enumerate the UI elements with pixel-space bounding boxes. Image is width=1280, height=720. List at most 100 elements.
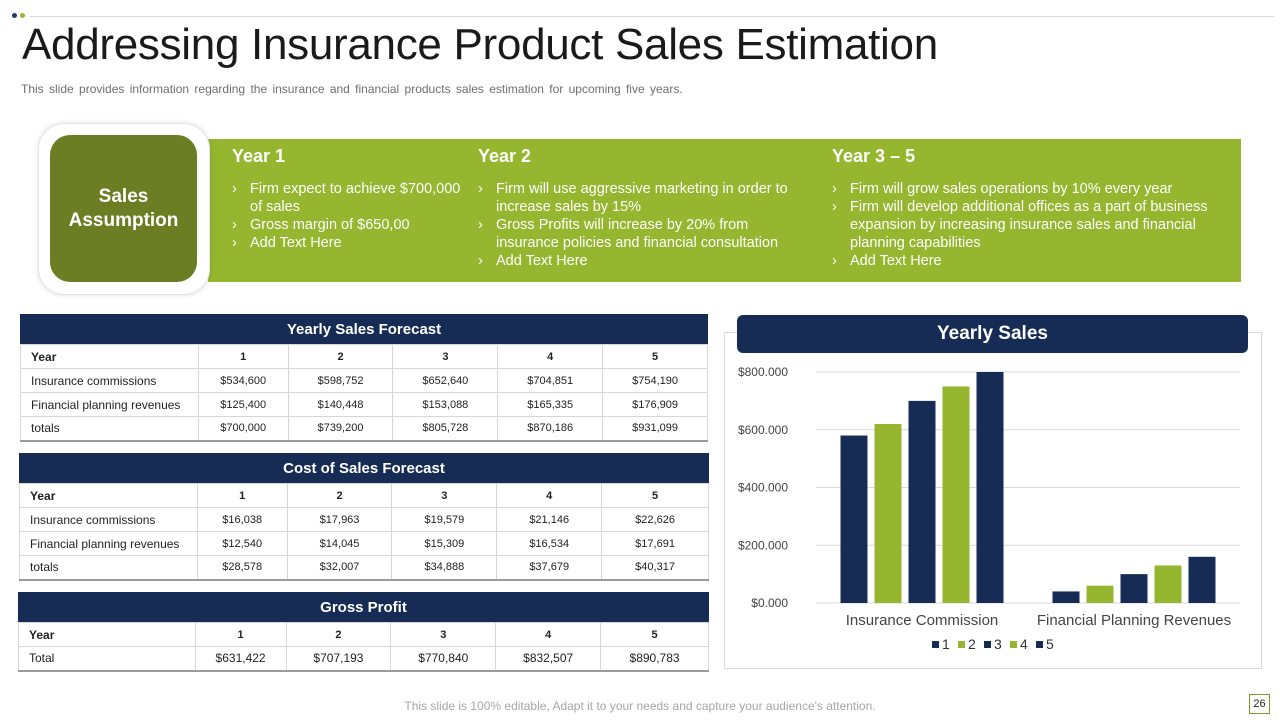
cost-of-sales-forecast-table: Year 1 2 3 4 5 Insurance commissions $16…: [19, 483, 709, 581]
table-header-row: Year 1 2 3 4 5: [18, 622, 709, 647]
table-cell: $17,963: [286, 507, 393, 532]
bar: [1154, 565, 1182, 603]
table-row: Insurance commissions $16,038 $17,963 $1…: [19, 507, 709, 532]
year-2-column: Year 2 Firm will use aggressive marketin…: [478, 146, 813, 270]
table-cell: 4: [496, 483, 603, 508]
year-1-item: Add Text Here: [232, 234, 462, 252]
table-cell: Financial planning revenues: [20, 392, 199, 417]
table-cell: $739,200: [287, 416, 394, 442]
table-cell: $14,045: [286, 531, 393, 556]
table-cell: $870,186: [497, 416, 604, 442]
dot-green: [20, 13, 25, 18]
chart-title: Yearly Sales: [737, 315, 1248, 353]
slide-dots: [12, 13, 25, 18]
table-cell: $28,578: [196, 555, 288, 581]
legend-swatch: [958, 641, 965, 648]
table-cell: 1: [194, 622, 287, 647]
table-cell: 3: [392, 344, 499, 369]
table-cell: $12,540: [196, 531, 288, 556]
table-cell: $534,600: [197, 368, 289, 393]
yearly-sales-forecast-table: Year 1 2 3 4 5 Insurance commissions $53…: [20, 344, 708, 442]
year-2-heading: Year 2: [478, 146, 532, 166]
table-cell: $34,888: [391, 555, 498, 581]
table-cell: totals: [20, 416, 199, 442]
legend-swatch: [984, 641, 991, 648]
table-cell: Financial planning revenues: [19, 531, 198, 556]
table-cell: $17,691: [601, 531, 709, 556]
table-cell: 4: [495, 622, 602, 647]
y-tick-label: $400.000: [738, 481, 788, 495]
year-3-5-item: Firm will grow sales operations by 10% e…: [832, 180, 1227, 198]
bar: [976, 372, 1004, 603]
table-cell: 4: [497, 344, 604, 369]
table-cell: $165,335: [497, 392, 604, 417]
table-cell: $754,190: [602, 368, 708, 393]
table-cell: 1: [197, 344, 289, 369]
legend-swatch: [932, 641, 939, 648]
table-cell: 1: [196, 483, 288, 508]
table-cell: 5: [602, 344, 708, 369]
table-cell: Year: [18, 622, 196, 647]
bar: [874, 423, 902, 603]
table-cell: 2: [286, 483, 393, 508]
table-cell: $15,309: [391, 531, 498, 556]
table-cell: $37,679: [496, 555, 603, 581]
y-tick-label: $600.000: [738, 423, 788, 437]
table-row: totals $700,000 $739,200 $805,728 $870,1…: [20, 416, 708, 442]
year-1-item: Firm expect to achieve $700,000 of sales: [232, 180, 462, 216]
y-tick-label: $200.000: [738, 538, 788, 552]
table-cell: 2: [285, 622, 392, 647]
table-header-row: Year 1 2 3 4 5: [20, 344, 708, 369]
table-cell: 5: [601, 483, 709, 508]
bar: [1188, 556, 1216, 603]
table-row: Financial planning revenues $125,400 $14…: [20, 392, 708, 417]
table-cell: $140,448: [287, 392, 394, 417]
year-3-5-item: Firm will develop additional offices as …: [832, 198, 1227, 252]
table-row: Total $631,422 $707,193 $770,840 $832,50…: [18, 646, 709, 672]
page-number: 26: [1249, 694, 1270, 714]
table-row: Insurance commissions $534,600 $598,752 …: [20, 368, 708, 393]
table-header-row: Year 1 2 3 4 5: [19, 483, 709, 508]
year-3-5-column: Year 3 – 5 Firm will grow sales operatio…: [832, 146, 1227, 270]
top-divider: [30, 16, 1274, 17]
table-cell: $19,579: [391, 507, 498, 532]
table-cell: 3: [391, 483, 498, 508]
table-cell: $707,193: [285, 646, 392, 672]
table-cell: $890,783: [600, 646, 709, 672]
table-cell: $700,000: [197, 416, 289, 442]
legend-label: 1: [942, 636, 950, 652]
table-cell: $22,626: [601, 507, 709, 532]
table-cell: Year: [20, 344, 199, 369]
gross-profit-table: Year 1 2 3 4 5 Total $631,422 $707,193 $…: [18, 622, 709, 672]
table-cell: $652,640: [392, 368, 499, 393]
year-2-item: Firm will use aggressive marketing in or…: [478, 180, 813, 216]
table-row: Financial planning revenues $12,540 $14,…: [19, 531, 709, 556]
page-title: Addressing Insurance Product Sales Estim…: [22, 20, 938, 69]
bar: [840, 435, 868, 603]
table-cell: $176,909: [602, 392, 708, 417]
table-cell: Insurance commissions: [19, 507, 198, 532]
bar: [1052, 591, 1080, 603]
table-cell: $40,317: [601, 555, 709, 581]
table-cell: $16,534: [496, 531, 603, 556]
x-category-label: Insurance Commission: [846, 612, 999, 629]
page-subtitle: This slide provides information regardin…: [21, 82, 683, 96]
table-cell: $631,422: [194, 646, 287, 672]
x-category-label: Financial Planning Revenues: [1037, 612, 1231, 629]
table-cell: Insurance commissions: [20, 368, 199, 393]
table-cell: 3: [390, 622, 497, 647]
table-row: totals $28,578 $32,007 $34,888 $37,679 $…: [19, 555, 709, 581]
year-1-item: Gross margin of $650,00: [232, 216, 462, 234]
gross-profit-title: Gross Profit: [18, 592, 709, 622]
table-cell: $16,038: [196, 507, 288, 532]
table-cell: $704,851: [497, 368, 604, 393]
bar: [1120, 574, 1148, 603]
table-cell: $805,728: [392, 416, 499, 442]
y-tick-label: $800.000: [738, 365, 788, 379]
table-cell: $598,752: [287, 368, 394, 393]
cost-of-sales-forecast-title: Cost of Sales Forecast: [19, 453, 709, 483]
bar: [942, 386, 970, 603]
year-3-5-heading: Year 3 – 5: [832, 146, 916, 166]
table-cell: 2: [287, 344, 394, 369]
dot-blue: [12, 13, 17, 18]
